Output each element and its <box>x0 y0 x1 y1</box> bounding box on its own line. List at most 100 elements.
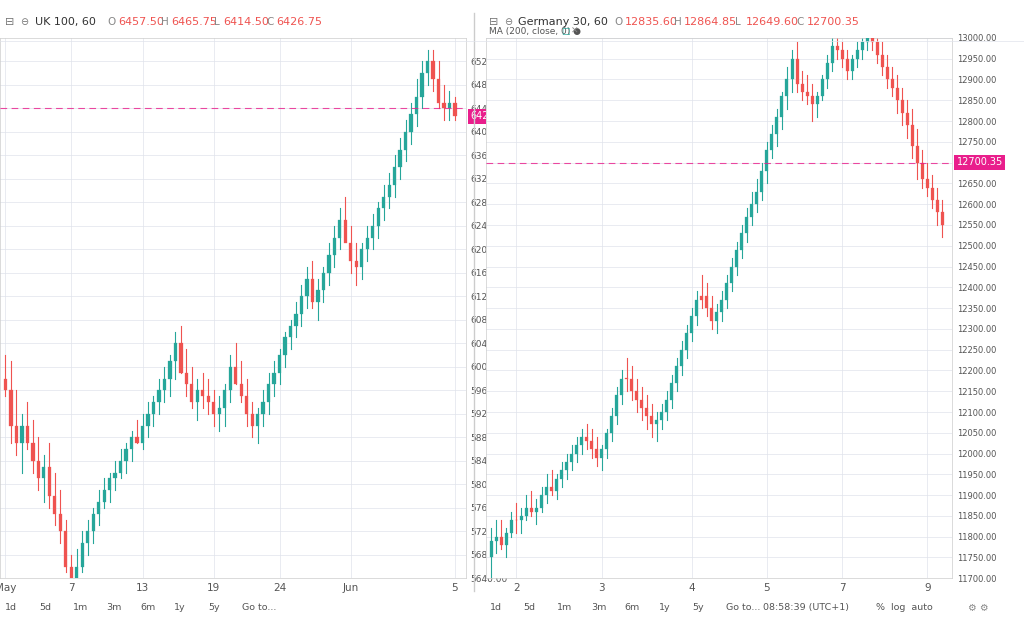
Bar <box>865 38 868 42</box>
Bar <box>158 391 161 402</box>
Bar <box>447 102 452 109</box>
Bar <box>70 566 73 578</box>
Bar <box>841 51 844 59</box>
Bar <box>135 437 138 443</box>
Bar <box>650 416 653 425</box>
Bar <box>75 566 79 578</box>
Bar <box>4 379 7 391</box>
Bar <box>630 379 633 391</box>
Bar <box>815 96 818 104</box>
Text: 3m: 3m <box>591 604 606 612</box>
Bar <box>371 226 375 238</box>
Bar <box>876 42 879 54</box>
Bar <box>201 391 205 396</box>
Bar <box>505 533 508 545</box>
Bar <box>720 300 723 312</box>
Bar <box>377 209 380 226</box>
Text: Germany 30, 60: Germany 30, 60 <box>518 17 608 27</box>
Bar <box>404 132 408 150</box>
Text: ⚙ ⚙: ⚙ ⚙ <box>968 603 988 613</box>
Bar <box>605 433 608 449</box>
Text: 1d: 1d <box>5 604 17 612</box>
Bar <box>525 507 528 516</box>
Bar <box>921 162 924 179</box>
Bar <box>410 114 413 132</box>
Bar <box>146 414 150 425</box>
Bar <box>545 487 548 495</box>
Text: 12700.35: 12700.35 <box>956 157 1002 167</box>
Text: MA (200, close, 0) ●: MA (200, close, 0) ● <box>489 27 582 36</box>
Bar <box>830 46 834 63</box>
Bar <box>442 102 445 109</box>
Bar <box>635 391 638 399</box>
Bar <box>190 384 194 402</box>
Text: 6426.75: 6426.75 <box>470 111 510 121</box>
Bar <box>489 541 493 557</box>
Text: L: L <box>214 17 220 27</box>
Text: ⊖: ⊖ <box>20 17 29 27</box>
Bar <box>775 117 778 133</box>
Bar <box>585 437 588 441</box>
Bar <box>141 425 144 443</box>
Text: 12700.35: 12700.35 <box>807 17 860 27</box>
Bar <box>228 367 231 391</box>
Bar <box>495 537 498 541</box>
Bar <box>881 54 884 67</box>
Bar <box>645 408 648 416</box>
Bar <box>680 349 683 367</box>
Bar <box>426 61 429 73</box>
Bar <box>595 449 598 458</box>
Bar <box>825 63 828 80</box>
Text: 5d: 5d <box>39 604 51 612</box>
Bar <box>328 255 331 273</box>
Bar <box>550 487 553 491</box>
Bar <box>540 495 543 507</box>
Bar <box>695 300 698 317</box>
Bar <box>256 414 259 425</box>
Text: 08:58:39 (UTC+1): 08:58:39 (UTC+1) <box>763 604 849 612</box>
Bar <box>745 217 749 233</box>
Text: 1y: 1y <box>174 604 185 612</box>
Bar <box>820 80 823 96</box>
Bar <box>431 61 434 79</box>
Bar <box>437 79 440 102</box>
Bar <box>196 391 199 402</box>
Bar <box>251 414 254 425</box>
Bar <box>338 220 341 238</box>
Bar <box>730 267 733 283</box>
Bar <box>791 59 794 80</box>
Text: ⊟: ⊟ <box>489 17 499 27</box>
Bar <box>711 308 714 320</box>
Bar <box>333 238 336 255</box>
Bar <box>81 543 84 566</box>
Bar <box>851 59 854 71</box>
Bar <box>14 425 18 443</box>
Bar <box>740 233 743 250</box>
Bar <box>102 490 105 502</box>
Bar <box>780 96 783 117</box>
Bar <box>278 355 282 373</box>
Text: ⊖: ⊖ <box>504 17 512 27</box>
Text: H: H <box>161 17 169 27</box>
Bar <box>42 466 45 478</box>
Text: ✕: ✕ <box>570 27 578 36</box>
Bar <box>860 42 863 51</box>
Bar <box>520 516 523 520</box>
Bar <box>300 296 303 314</box>
Text: Go to...: Go to... <box>726 604 761 612</box>
Bar <box>725 283 728 300</box>
Bar <box>685 333 688 349</box>
Bar <box>163 379 166 391</box>
Bar <box>179 343 182 373</box>
Bar <box>454 102 457 116</box>
Bar <box>870 38 873 42</box>
Bar <box>130 437 133 449</box>
Bar <box>856 51 859 59</box>
Bar <box>690 317 693 333</box>
Bar <box>785 80 788 96</box>
Bar <box>640 399 643 408</box>
Bar <box>97 502 100 514</box>
Text: UK 100, 60: UK 100, 60 <box>35 17 95 27</box>
Bar <box>905 112 908 125</box>
Bar <box>168 361 172 379</box>
